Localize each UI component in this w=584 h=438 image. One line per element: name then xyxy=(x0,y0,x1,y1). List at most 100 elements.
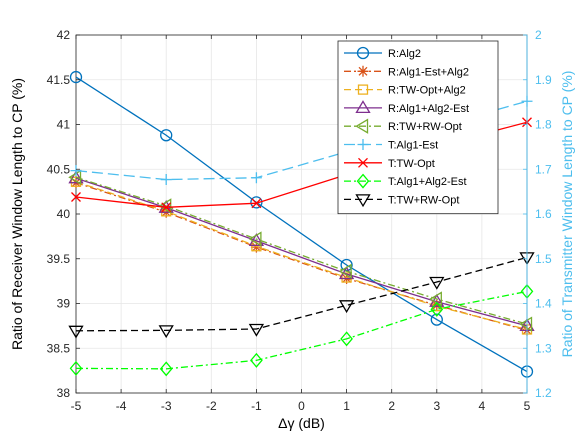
legend-label: R:Alg2 xyxy=(388,48,421,60)
x-tick-label: -1 xyxy=(251,399,262,413)
marker-diamond xyxy=(69,360,83,376)
y-right-tick-label: 1.2 xyxy=(535,386,552,400)
marker-plus xyxy=(357,139,369,150)
marker-triangle-left xyxy=(68,169,82,185)
marker-triangle-up xyxy=(355,100,371,114)
marker-circle xyxy=(69,70,83,84)
marker-circle xyxy=(356,46,370,60)
marker-triangle-up xyxy=(248,233,265,247)
legend-label: R:Alg1-Est+Alg2 xyxy=(388,66,469,78)
legend-item: R:Alg1-Est+Alg2 xyxy=(344,65,469,78)
marker-circle xyxy=(430,313,443,326)
y-right-tick-label: 1.8 xyxy=(535,118,552,132)
x-tick-label: -2 xyxy=(206,399,217,413)
marker-circle xyxy=(250,196,263,209)
marker-plus xyxy=(70,165,82,177)
marker-triangle-down xyxy=(355,194,371,208)
marker-triangle-down xyxy=(68,325,84,339)
series-line xyxy=(75,177,528,327)
x-tick-label: -4 xyxy=(116,399,127,413)
marker-circle xyxy=(160,129,173,142)
y-right-tick-label: 1.7 xyxy=(535,162,552,176)
marker-triangle-left xyxy=(519,316,533,332)
legend: R:Alg2 R:Alg1-Est+Alg2 R:TW-Opt+Alg2 R:Alg1… xyxy=(337,40,499,215)
y-left-tick-label: 42 xyxy=(57,28,71,42)
marker-triangle-down xyxy=(158,325,174,339)
marker-x xyxy=(71,192,81,202)
y-left-tick-label: 39 xyxy=(57,297,71,311)
marker-diamond xyxy=(250,352,263,368)
y-axis-right-label: Ratio of Transmitter Window Length to CP… xyxy=(559,71,575,358)
series-4 xyxy=(68,169,533,332)
y-left-tick-label: 38 xyxy=(57,386,71,400)
legend-label: R:TW-Opt+Alg2 xyxy=(388,85,466,97)
marker-plus xyxy=(160,174,172,186)
marker-triangle-left xyxy=(355,118,369,134)
x-tick-label: 0 xyxy=(298,399,305,413)
x-tick-label: -3 xyxy=(161,399,172,413)
marker-triangle-down xyxy=(338,300,355,314)
y-right-tick-label: 1.5 xyxy=(535,252,552,266)
marker-x xyxy=(358,157,368,168)
marker-triangle-up xyxy=(68,170,84,184)
legend-item: R:Alg1+Alg2-Est xyxy=(344,100,469,115)
series-7 xyxy=(69,283,534,377)
marker-triangle-left xyxy=(429,291,442,307)
marker-circle xyxy=(340,258,353,272)
legend-item: R:TW+RW-Opt xyxy=(344,118,462,134)
y-right-tick-label: 2 xyxy=(535,28,542,42)
y-left-tick-label: 39.5 xyxy=(47,252,71,266)
marker-diamond xyxy=(430,301,444,317)
x-axis-label: Δγ (dB) xyxy=(278,415,325,431)
marker-diamond xyxy=(340,331,353,347)
legend-label: T:Alg1-Est xyxy=(388,140,438,152)
x-tick-label: -5 xyxy=(71,399,82,413)
legend-label: R:Alg1+Alg2-Est xyxy=(388,103,469,115)
series-line xyxy=(75,76,528,373)
legend-label: R:TW+RW-Opt xyxy=(388,121,462,133)
marker-diamond xyxy=(159,361,173,377)
y-axis-left-label: Ratio of Receiver Window Length to CP (%… xyxy=(9,78,25,350)
legend-item: T:TW-Opt xyxy=(344,158,435,170)
y-left-tick-label: 41 xyxy=(57,118,71,132)
x-tick-label: 4 xyxy=(479,399,486,413)
marker-asterisk xyxy=(250,241,262,253)
legend-item: T:TW+RW-Opt xyxy=(344,194,459,208)
legend-item: T:Alg1-Est xyxy=(344,139,438,152)
marker-asterisk xyxy=(357,65,369,77)
tick-layer: -5 -4 -3 -2 -1 0 1 2 3 4 5 38 38.5 39 39.5 40 40.5 41 41.5… xyxy=(47,28,552,413)
legend-item: T:Alg1+Alg2-Est xyxy=(344,173,467,189)
marker-x xyxy=(161,202,172,213)
x-tick-label: 1 xyxy=(343,399,350,413)
y-left-tick-label: 41.5 xyxy=(47,73,71,87)
x-tick-label: 2 xyxy=(388,399,395,413)
legend-label: T:TW-Opt xyxy=(388,158,435,170)
legend-label: T:Alg1+Alg2-Est xyxy=(388,176,467,188)
marker-triangle-left xyxy=(248,231,262,247)
legend-item: R:Alg2 xyxy=(344,46,421,60)
marker-triangle-left xyxy=(338,263,352,279)
marker-square xyxy=(357,84,369,95)
marker-asterisk xyxy=(431,299,443,311)
y-left-tick-label: 40.5 xyxy=(47,162,71,176)
marker-triangle-down xyxy=(429,276,445,290)
y-right-tick-label: 1.9 xyxy=(535,73,552,87)
series-line xyxy=(75,100,528,181)
marker-triangle-down xyxy=(248,323,265,337)
y-right-tick-label: 1.6 xyxy=(535,207,552,221)
series-line xyxy=(75,290,528,370)
legend-label: T:TW+RW-Opt xyxy=(388,194,459,206)
marker-plus xyxy=(250,172,262,184)
legend-item: R:TW-Opt+Alg2 xyxy=(344,84,466,97)
y-left-tick-label: 38.5 xyxy=(47,341,71,355)
series-line xyxy=(75,181,528,331)
marker-diamond xyxy=(356,173,370,189)
marker-x xyxy=(251,198,262,209)
x-tick-label: 5 xyxy=(524,399,531,413)
series-line xyxy=(75,176,528,325)
y-right-tick-label: 1.3 xyxy=(535,341,552,355)
y-left-tick-label: 40 xyxy=(57,207,71,221)
x-tick-label: 3 xyxy=(433,399,440,413)
y-right-tick-label: 1.4 xyxy=(535,297,552,311)
